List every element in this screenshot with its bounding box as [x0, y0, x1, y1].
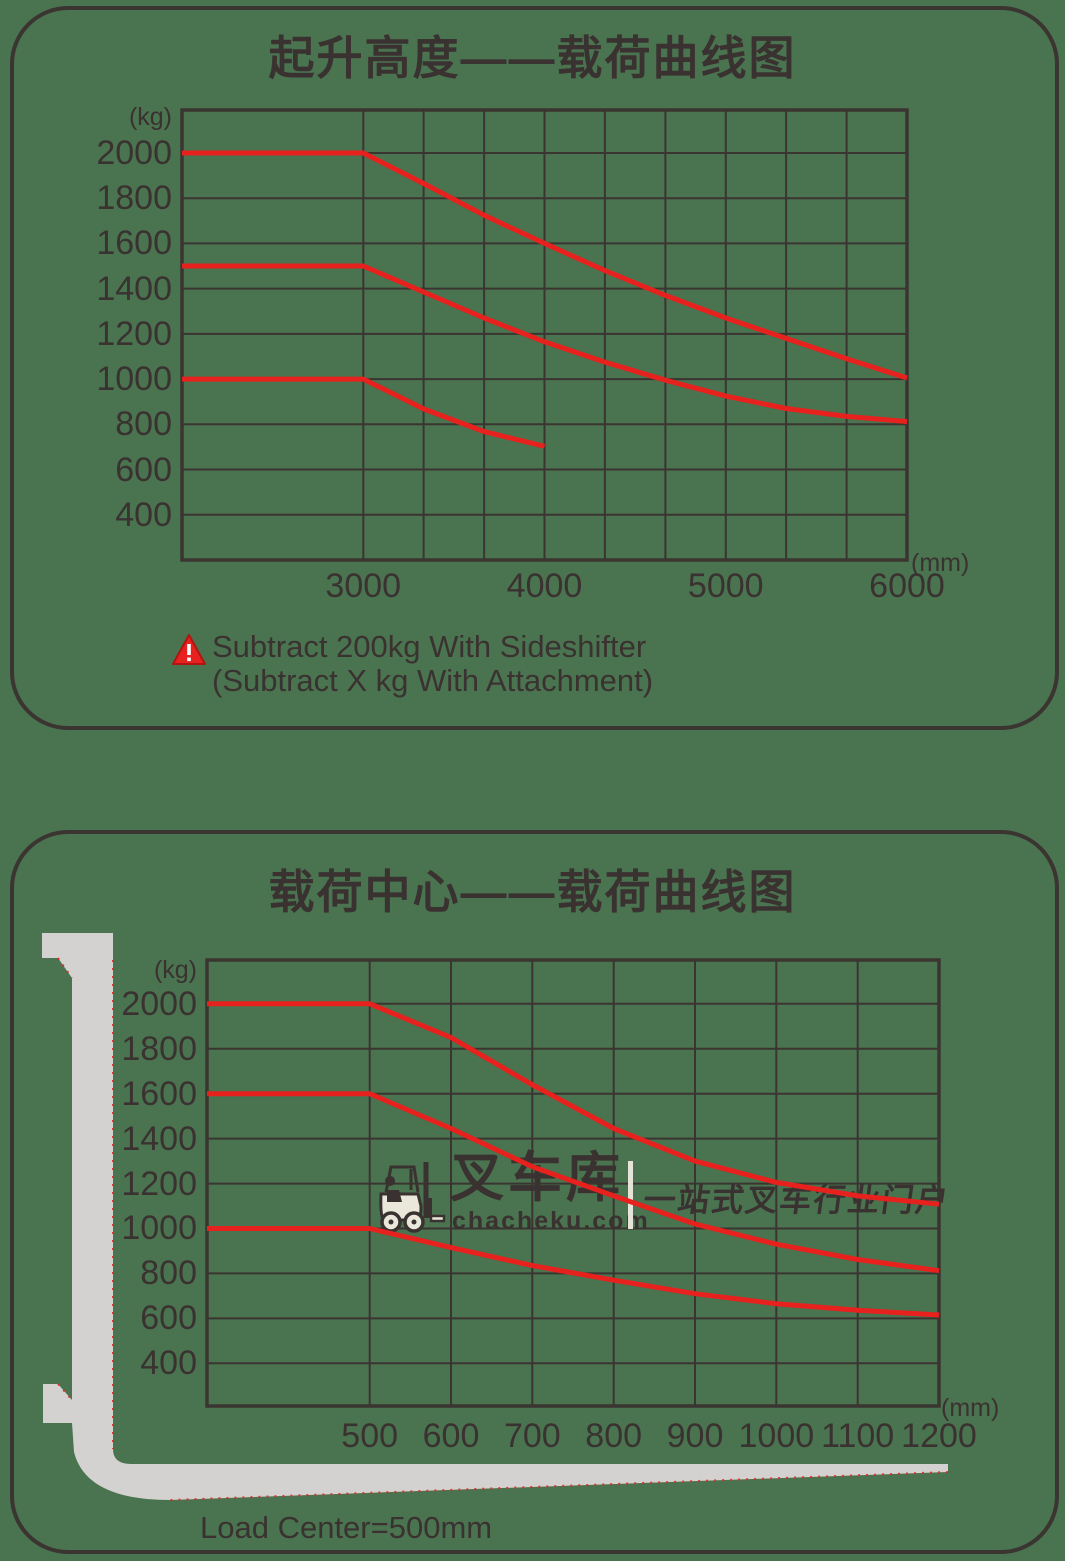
top-chart-title: 起升高度——载荷曲线图 — [268, 32, 797, 84]
x-tick-label: 900 — [666, 1417, 724, 1455]
y-tick-label: 2000 — [96, 133, 172, 172]
watermark-divider — [628, 1161, 633, 1229]
y-tick-label: 600 — [140, 1299, 197, 1338]
bottom-x-axis-unit: (mm) — [941, 1394, 1000, 1422]
y-tick-label: 1000 — [121, 1209, 197, 1248]
load-center-caption: Load Center=500mm — [200, 1510, 493, 1545]
x-tick-label: 3000 — [325, 567, 402, 605]
y-tick-label: 1200 — [121, 1164, 197, 1203]
x-tick-label: 6000 — [869, 567, 945, 605]
load-center-panel — [10, 830, 1059, 1554]
warning-triangle-icon — [172, 634, 206, 665]
x-tick-label: 4000 — [506, 567, 583, 605]
x-tick-label: 5000 — [687, 567, 764, 605]
x-tick-label: 500 — [341, 1417, 399, 1455]
y-tick-label: 1800 — [121, 1029, 197, 1068]
load-curve — [207, 1001, 940, 1207]
y-tick-label: 1600 — [121, 1074, 197, 1113]
watermark-domain: chacheku.com — [452, 1207, 650, 1235]
top-x-axis-unit: (mm) — [911, 549, 970, 577]
y-tick-label: 1400 — [121, 1119, 197, 1158]
top-y-axis-unit: (kg) — [128, 103, 172, 131]
lift-height-panel — [10, 6, 1059, 730]
y-tick-label: 1400 — [96, 269, 172, 308]
bottom-y-axis-unit: (kg) — [153, 956, 197, 984]
y-tick-label: 800 — [140, 1254, 197, 1293]
warning-text-line1: Subtract 200kg With Sideshifter — [212, 629, 647, 664]
y-tick-label: 600 — [115, 450, 172, 489]
x-tick-label: 800 — [585, 1417, 643, 1455]
warning-text-line2: (Subtract X kg With Attachment) — [212, 663, 654, 698]
y-tick-label: 800 — [115, 405, 172, 444]
y-tick-label: 1800 — [96, 179, 172, 218]
load-curve — [182, 376, 546, 449]
y-tick-label: 400 — [140, 1344, 197, 1383]
load-curve — [207, 1226, 940, 1318]
y-tick-label: 400 — [115, 495, 172, 534]
x-tick-label: 700 — [503, 1417, 561, 1455]
load-curve — [182, 150, 908, 381]
x-tick-label: 600 — [422, 1417, 480, 1455]
y-tick-label: 1600 — [96, 224, 172, 263]
forklift-icon — [379, 1162, 446, 1233]
y-tick-label: 2000 — [121, 984, 197, 1023]
x-tick-label: 1200 — [901, 1417, 977, 1455]
load-curve — [182, 263, 908, 425]
watermark-brand: 叉车库 — [450, 1148, 624, 1208]
y-tick-label: 1200 — [96, 314, 172, 353]
y-tick-label: 1000 — [96, 360, 172, 399]
x-tick-label: 1000 — [738, 1417, 815, 1455]
bottom-chart-title: 载荷中心——载荷曲线图 — [268, 866, 797, 918]
fork-dotted-outline — [57, 957, 949, 1501]
x-tick-label: 1100 — [821, 1417, 895, 1455]
watermark: 叉车库 chacheku.com 一站式叉车行业门户 — [376, 1149, 952, 1237]
load-curve — [207, 1091, 940, 1274]
